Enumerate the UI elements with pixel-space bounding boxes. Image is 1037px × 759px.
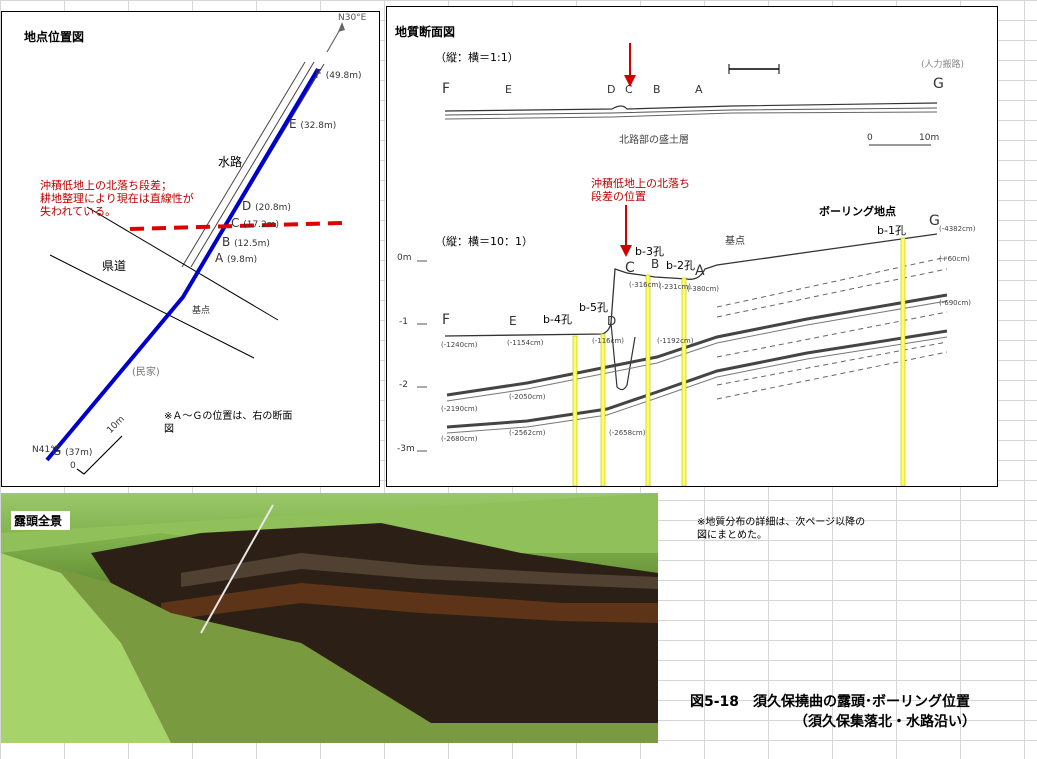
- elev-note-11: (-2190cm): [441, 405, 478, 413]
- point-g: G (37m): [52, 444, 93, 458]
- upper-letter-b: B: [653, 83, 661, 96]
- point-c: C (17.2m): [231, 216, 280, 230]
- elev-note-14: (-2562cm): [509, 429, 546, 437]
- depth-3: -3m: [397, 444, 415, 454]
- lower-letter-a: A: [695, 263, 705, 279]
- scale-zero-label: 0: [867, 133, 873, 143]
- section-drawing: [417, 43, 948, 486]
- upper-letter-f: F: [442, 81, 451, 97]
- geologic-section-panel: 地質断面図 （縦：横＝1:1） （縦：横＝10：1） F E D C B A G…: [386, 6, 998, 487]
- upper-right-note: (人力搬路): [921, 60, 965, 70]
- location-map-drawing: [45, 22, 345, 475]
- kenten-section-label: 基点: [725, 236, 745, 247]
- elev-note-2: (-1154cm): [507, 339, 544, 347]
- ratio-upper: （縦：横＝1:1）: [435, 51, 519, 64]
- elev-note-6: (-380cm): [687, 285, 720, 293]
- depth-2: -2: [399, 380, 408, 390]
- figure-caption-line1: 図5-18 須久保撓曲の露頭･ボーリング位置: [690, 694, 971, 710]
- elev-note-12: (-2050cm): [509, 393, 546, 401]
- point-b: B (12.5m): [222, 235, 270, 249]
- elev-note-5: (-231cm): [659, 283, 692, 291]
- location-map-panel: 地点位置図 N30°E 水路 県道 基点 (民家) N41°E 10m 0 F …: [1, 11, 380, 487]
- depth-0: 0m: [397, 253, 412, 263]
- borehole-b1-label: b-1孔: [877, 224, 906, 237]
- location-map-title: 地点位置図: [24, 30, 85, 44]
- north-label: N30°E: [338, 13, 367, 23]
- elev-note-15: (-2658cm): [609, 429, 646, 437]
- elev-note-10: (-690cm): [939, 299, 972, 307]
- boring-header: ボーリング地点: [819, 205, 896, 218]
- upper-note: 北路部の盛土層: [619, 135, 689, 146]
- elev-note-9: (+60cm): [939, 255, 970, 263]
- road-label: 県道: [102, 259, 127, 273]
- upper-letter-g: G: [933, 76, 944, 92]
- point-a: A (9.8m): [215, 251, 258, 265]
- upper-letter-e: E: [505, 83, 512, 96]
- ratio-lower: （縦：横＝10：1）: [435, 235, 533, 248]
- depth-1: -1: [399, 317, 408, 327]
- lower-letter-b: B: [651, 257, 660, 271]
- step-annotation: 沖積低地上の北落ち段差； 耕地整理により現在は直線性が 失われている。: [40, 179, 194, 218]
- point-d: D (20.8m): [242, 199, 291, 213]
- elev-note-8: (-4382cm): [939, 225, 976, 233]
- distribution-note: ※地質分布の詳細は、次ページ以降の 図にまとめた。: [697, 517, 866, 541]
- outcrop-photo: 露頭全景: [1, 493, 658, 743]
- lower-letter-d: D: [607, 314, 617, 328]
- borehole-b4-label: b-4孔: [543, 313, 572, 326]
- minka-label: (民家): [132, 367, 160, 378]
- elev-note-4: (-316cm): [629, 281, 662, 289]
- scale-ten-label: 10m: [919, 133, 940, 143]
- upper-letter-c: C: [625, 83, 633, 96]
- kenten-label: 基点: [192, 306, 211, 316]
- elev-note-3: (-116cm): [592, 337, 625, 345]
- upper-letter-d: D: [607, 83, 616, 96]
- borehole-b2-label: b-2孔: [666, 259, 695, 272]
- scale-zero: 0: [70, 461, 76, 471]
- elev-note-1: (-1240cm): [441, 341, 478, 349]
- borehole-b5-label: b-5孔: [579, 301, 608, 314]
- south-label: N41°E: [32, 445, 61, 455]
- upper-letter-a: A: [695, 83, 703, 96]
- location-footnote: ※Ａ～Ｇの位置は、右の断面 図: [164, 411, 293, 435]
- canal-label: 水路: [218, 155, 243, 169]
- lower-letter-e: E: [509, 314, 517, 328]
- point-e: E (32.8m): [289, 117, 337, 131]
- figure-caption-line2: （須久保集落北・水路沿い）: [794, 714, 976, 730]
- point-f: F (49.8m): [315, 67, 362, 81]
- lower-letter-f: F: [442, 312, 451, 328]
- section-title: 地質断面図: [395, 25, 456, 39]
- elev-note-7: (-1192cm): [657, 337, 694, 345]
- elev-note-13: (-2680cm): [441, 435, 478, 443]
- borehole-b3-label: b-3孔: [635, 245, 664, 258]
- outcrop-photo-drawing: [1, 493, 658, 743]
- lower-letter-c: C: [625, 260, 635, 276]
- lower-letter-g: G: [929, 213, 940, 229]
- step-position-annotation: 沖積低地上の北落ち 段差の位置: [591, 177, 690, 203]
- photo-title: 露頭全景: [11, 511, 71, 530]
